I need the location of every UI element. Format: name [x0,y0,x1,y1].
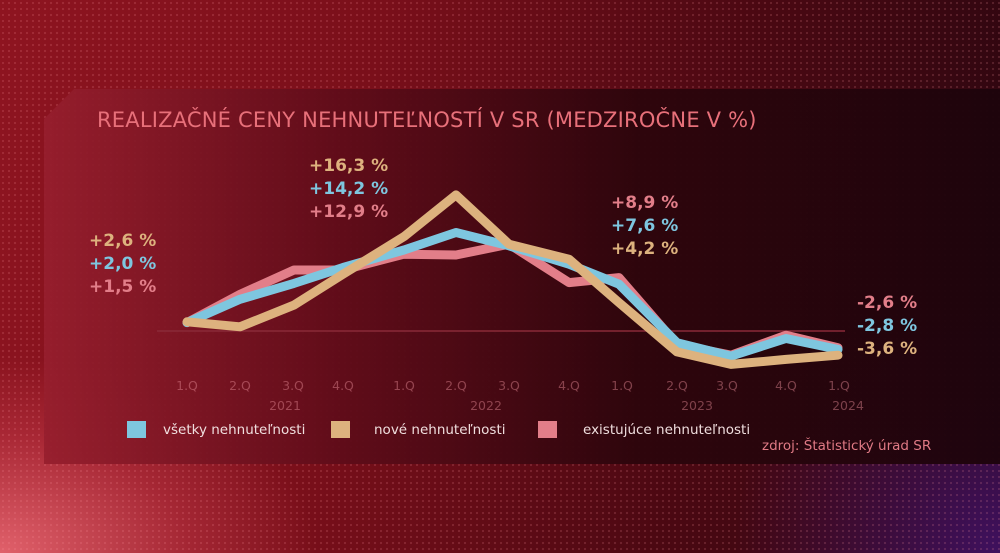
legend-swatch-icon [331,421,350,438]
annotation-nove: -3,6 % [857,339,918,359]
x-tick: 2.Q [445,378,467,393]
annotation-existujuce: -2,6 % [857,293,918,313]
chart-panel [44,89,1000,464]
annotation-nove: +2,6 % [89,231,157,251]
series-line-nove [182,190,843,369]
x-tick: 4.Q [332,378,354,393]
annotation-nove: +4,2 % [611,239,679,259]
legend-label: nové nehnuteľnosti [374,421,506,438]
x-tick: 1.Q [393,378,415,393]
annotation-vsetky: +2,0 % [89,254,157,274]
annotation-nove: +16,3 % [309,156,389,176]
x-year: 2024 [832,398,864,413]
x-year: 2021 [269,398,301,413]
x-tick: 1.Q [828,378,850,393]
annotation-existujuce: +1,5 % [89,277,157,297]
legend-label: všetky nehnuteľnosti [163,421,306,438]
legend-item-vsetky: všetky nehnuteľnosti [127,421,305,438]
source-note: zdroj: Štatistický úrad SR [762,438,932,454]
x-year: 2023 [681,398,713,413]
x-year: 2022 [470,398,502,413]
legend-item-nove: nové nehnuteľnosti [331,421,506,438]
x-tick: 3.Q [716,378,738,393]
x-tick: 4.Q [775,378,797,393]
legend-swatch-icon [538,421,557,438]
annotation-vsetky: -2,8 % [857,316,918,336]
annotation-vsetky: +14,2 % [309,179,389,199]
legend-label: existujúce nehnuteľnosti [583,421,751,438]
x-tick: 2.Q [229,378,251,393]
x-tick: 3.Q [282,378,304,393]
annotation-vsetky: +7,6 % [611,216,679,236]
x-tick: 4.Q [558,378,580,393]
x-tick: 1.Q [611,378,633,393]
legend-item-existujuce: existujúce nehnuteľnosti [538,421,750,438]
annotation-q1-2024: -2,6 % -2,8 % -3,6 % [857,292,917,361]
series-line-vsetky [182,228,843,361]
chart-title: REALIZAČNÉ CENY NEHNUTEĽNOSTÍ V SR (MEDZ… [97,108,757,132]
annotation-q2-2022: +16,3 % +14,2 % +12,9 % [309,155,388,224]
x-tick: 3.Q [498,378,520,393]
annotation-existujuce: +8,9 % [611,193,679,213]
annotation-existujuce: +12,9 % [309,202,389,222]
x-tick: 2.Q [666,378,688,393]
annotation-q1-2021: +2,6 % +2,0 % +1,5 % [89,230,156,299]
series-line-existujuce [182,239,843,360]
x-tick: 1.Q [176,378,198,393]
annotation-q1-2023: +8,9 % +7,6 % +4,2 % [611,192,678,261]
legend-swatch-icon [127,421,146,438]
